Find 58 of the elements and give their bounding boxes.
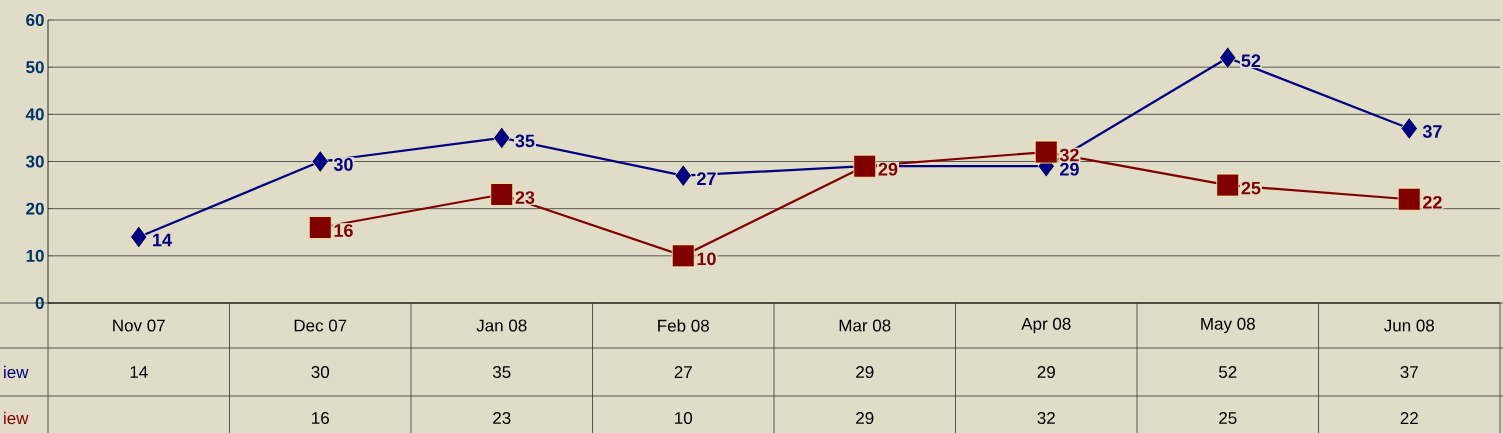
x-tick-label: May 08 [1201, 317, 1255, 334]
data-label: 10 [675, 411, 693, 425]
text: iew [4, 411, 29, 425]
data-label: 29 [856, 411, 874, 425]
point [308, 216, 332, 239]
data-label: 22 [1400, 412, 1418, 424]
data-label: 52 [1219, 365, 1237, 379]
data-label: 30 [311, 365, 330, 379]
annotation: 23 [515, 191, 535, 204]
annotation: 37 [1422, 125, 1442, 138]
x-tick-label: Nov 07 [113, 319, 165, 332]
annotation: 25 [1241, 181, 1261, 195]
point [311, 150, 329, 173]
data-label: 29 [856, 365, 874, 379]
annotation: 27 [697, 172, 716, 185]
annotation: 32 [1059, 148, 1079, 162]
y-tick-label: 30 [25, 155, 44, 168]
y-tick-label: 50 [26, 61, 44, 74]
data-label: 14 [130, 366, 148, 378]
x-tick-label: Feb 08 [658, 319, 709, 332]
x-tick-label: Mar 08 [839, 319, 891, 332]
x-tick-label: Dec 07 [294, 319, 347, 332]
y-tick-label: 40 [25, 108, 44, 121]
point [1400, 117, 1418, 140]
point [493, 126, 511, 150]
data-label: 27 [674, 366, 692, 378]
data-label: 23 [493, 411, 511, 425]
point [1219, 46, 1237, 70]
point [1034, 140, 1058, 164]
data-label: 37 [1400, 365, 1418, 379]
annotation: 10 [697, 252, 716, 266]
x-tick-label: Jun 08 [1384, 319, 1435, 332]
data-label: 16 [312, 411, 329, 425]
annotation: 16 [334, 224, 353, 237]
x-tick-label: Jan 08 [476, 319, 527, 332]
y-tick-label: 10 [26, 249, 44, 262]
point [130, 225, 148, 249]
point [1397, 187, 1421, 211]
annotation: 30 [333, 158, 353, 171]
text: iew [4, 365, 29, 379]
data-label: 29 [1037, 365, 1055, 379]
annotation: 52 [1241, 54, 1261, 68]
annotation: 29 [878, 162, 898, 176]
y-tick-label: 20 [26, 202, 44, 215]
annotation: 35 [515, 134, 535, 148]
annotation: 14 [153, 233, 172, 247]
point [490, 183, 514, 206]
point [1216, 173, 1240, 197]
x-tick-label: Apr 08 [1021, 317, 1071, 334]
point [674, 164, 692, 188]
data-label: 25 [1219, 411, 1237, 425]
y-tick-label: 0 [35, 296, 44, 310]
data-label: 32 [1037, 411, 1055, 425]
annotation: 22 [1423, 195, 1442, 209]
annotation: 29 [1060, 162, 1079, 176]
y-tick-label: 60 [26, 13, 44, 27]
point [671, 244, 695, 268]
data-label: 35 [492, 365, 511, 379]
